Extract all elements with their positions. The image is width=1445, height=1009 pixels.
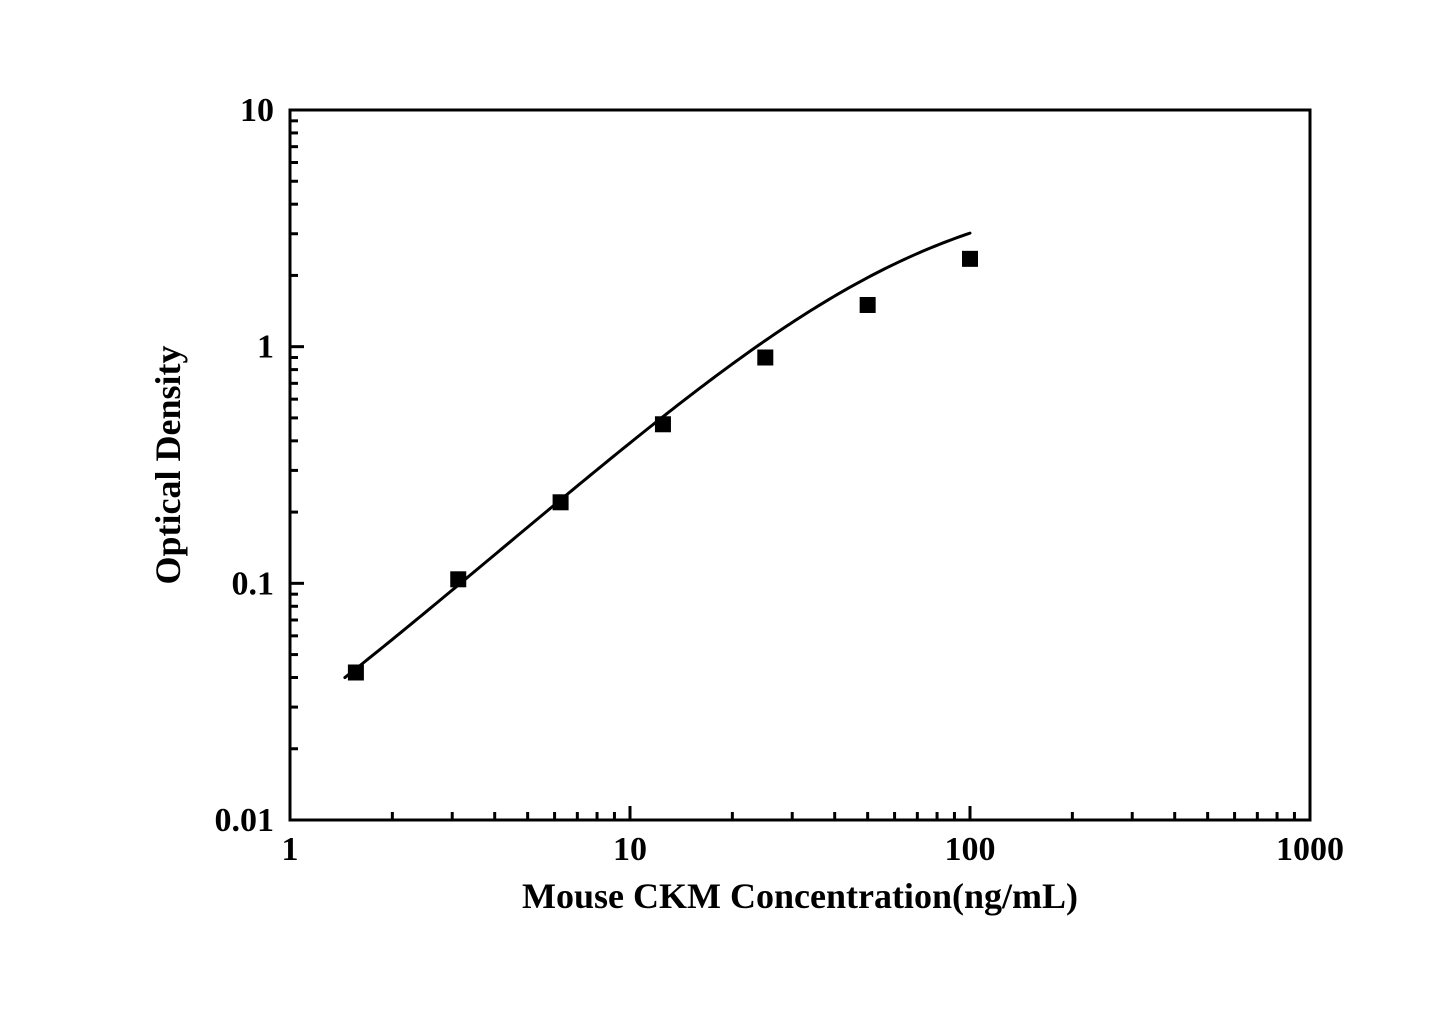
x-tick-label: 1 [282, 831, 299, 868]
chart-background [0, 0, 1445, 1009]
x-tick-label: 100 [945, 831, 996, 868]
y-tick-label: 10 [240, 92, 274, 129]
data-marker [962, 251, 978, 267]
x-tick-label: 10 [613, 831, 647, 868]
data-marker [655, 416, 671, 432]
data-marker [757, 349, 773, 365]
data-marker [860, 297, 876, 313]
data-marker [553, 494, 569, 510]
data-marker [450, 571, 466, 587]
data-marker [348, 664, 364, 680]
y-tick-label: 1 [257, 329, 274, 366]
y-tick-label: 0.01 [215, 802, 275, 839]
x-axis-label: Mouse CKM Concentration(ng/mL) [522, 876, 1078, 916]
x-tick-label: 1000 [1276, 831, 1344, 868]
y-tick-label: 0.1 [232, 565, 275, 602]
y-axis-label: Optical Density [148, 346, 188, 585]
chart-svg: 1 10 100 1000 0.01 0.1 1 10 Mouse CKM Concentrat… [0, 0, 1445, 1009]
chart-container: 1 10 100 1000 0.01 0.1 1 10 Mouse CKM Concentrat… [0, 0, 1445, 1009]
